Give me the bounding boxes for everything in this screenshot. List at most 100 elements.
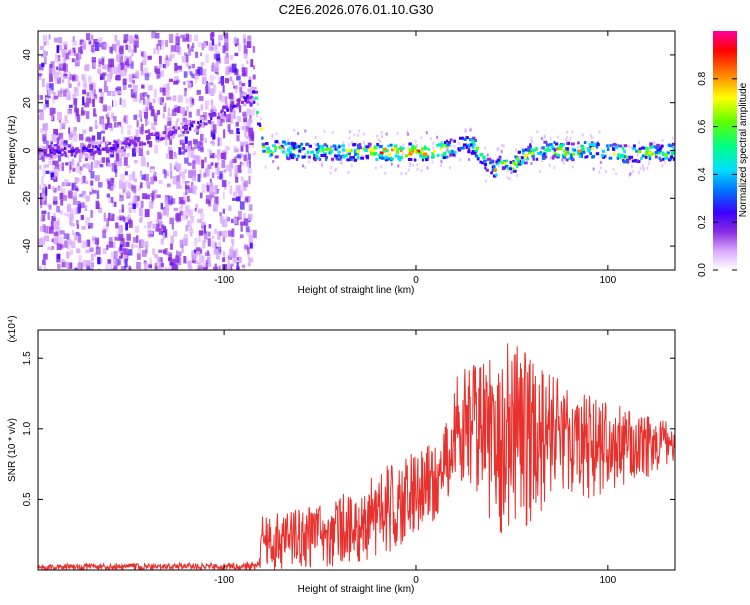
heatmap-cell xyxy=(431,160,434,164)
heatmap-cell xyxy=(649,143,652,147)
heatmap-cell xyxy=(500,163,503,167)
heatmap-cell xyxy=(185,54,189,63)
heatmap-cell xyxy=(155,33,160,39)
heatmap-cell xyxy=(329,149,334,153)
heatmap-cell xyxy=(330,166,333,170)
heatmap-cell xyxy=(463,137,467,141)
heatmap-cell xyxy=(240,162,246,166)
heatmap-cell xyxy=(89,126,93,132)
heatmap-cell xyxy=(119,180,124,189)
heatmap-cell xyxy=(66,108,69,113)
heatmap-cell xyxy=(191,120,196,124)
heatmap-cell xyxy=(292,153,296,157)
heatmap-cell xyxy=(67,109,72,115)
heatmap-cell xyxy=(128,139,133,143)
heatmap-cell xyxy=(47,247,52,251)
heatmap-cell xyxy=(504,161,507,165)
heatmap-cell xyxy=(128,220,133,228)
heatmap-cell xyxy=(293,128,296,132)
heatmap-cell xyxy=(471,140,475,144)
heatmap-cell xyxy=(202,255,205,263)
heatmap-cell xyxy=(158,153,162,162)
heatmap-cell xyxy=(107,64,112,73)
heatmap-cell xyxy=(541,159,544,163)
heatmap-cell xyxy=(110,197,114,203)
heatmap-cell xyxy=(65,120,70,124)
heatmap-cell xyxy=(473,151,477,155)
heatmap-cell xyxy=(54,71,59,80)
heatmap-cell xyxy=(352,155,355,159)
heatmap-cell xyxy=(218,40,221,47)
heatmap-cell xyxy=(131,94,136,99)
heatmap-cell xyxy=(200,52,203,57)
heatmap-cell xyxy=(510,171,513,174)
heatmap-cell xyxy=(354,152,359,156)
heatmap-cell xyxy=(117,159,122,167)
heatmap-cell xyxy=(536,151,541,155)
heatmap-cell xyxy=(230,103,235,107)
heatmap-cell xyxy=(436,143,439,147)
heatmap-cell xyxy=(159,213,162,219)
heatmap-cell xyxy=(182,130,186,134)
heatmap-cell xyxy=(261,136,264,140)
heatmap-cell xyxy=(57,218,61,227)
heatmap-cell xyxy=(64,54,67,61)
heatmap-cell xyxy=(215,74,220,82)
heatmap-cell xyxy=(230,109,233,113)
heatmap-cell xyxy=(324,147,329,151)
heatmap-cell xyxy=(136,235,139,243)
heatmap-cell xyxy=(485,168,489,172)
heatmap-cell xyxy=(381,156,385,160)
heatmap-cell xyxy=(409,162,412,165)
heatmap-cell xyxy=(148,260,154,265)
heatmap-cell xyxy=(60,72,63,79)
heatmap-cell xyxy=(446,143,451,147)
heatmap-cell xyxy=(122,82,127,91)
heatmap-cell xyxy=(662,157,665,161)
heatmap-cell xyxy=(425,131,428,135)
heatmap-cell xyxy=(98,88,103,93)
heatmap-cell xyxy=(47,225,51,234)
heatmap-cell xyxy=(202,68,207,77)
heatmap-cell xyxy=(458,148,462,152)
heatmap-cell xyxy=(246,108,251,115)
heatmap-cell xyxy=(195,203,199,209)
heatmap-cell xyxy=(242,103,247,107)
heatmap-cell xyxy=(211,121,215,125)
heatmap-cell xyxy=(471,149,476,153)
heatmap-cell xyxy=(133,136,137,140)
heatmap-cell xyxy=(443,151,447,155)
heatmap-cell xyxy=(200,213,205,221)
heatmap-cell xyxy=(334,154,339,158)
heatmap-cell xyxy=(227,258,230,265)
heatmap-cell xyxy=(153,171,157,179)
heatmap-cell xyxy=(286,148,291,152)
heatmap-cell xyxy=(255,114,258,118)
heatmap-cell xyxy=(115,222,119,229)
heatmap-cell xyxy=(73,98,78,106)
top-x-tick-label: 100 xyxy=(600,275,617,286)
heatmap-cell xyxy=(125,241,130,247)
heatmap-cell xyxy=(41,214,46,222)
heatmap-cell xyxy=(664,153,669,157)
heatmap-cell xyxy=(300,146,303,150)
heatmap-cell xyxy=(246,94,249,98)
heatmap-cell xyxy=(264,145,267,149)
heatmap-cell xyxy=(450,144,453,148)
heatmap-cell xyxy=(204,234,207,243)
heatmap-cell xyxy=(79,166,83,171)
heatmap-cell xyxy=(524,148,528,152)
heatmap-cell xyxy=(623,155,627,159)
heatmap-cell xyxy=(184,88,187,92)
heatmap-cell xyxy=(165,170,169,177)
heatmap-cell xyxy=(236,105,239,109)
heatmap-cell xyxy=(526,157,529,161)
heatmap-cell xyxy=(147,136,151,140)
heatmap-cell xyxy=(471,145,475,149)
heatmap-cell xyxy=(210,162,214,166)
heatmap-cell xyxy=(543,134,546,138)
heatmap-cell xyxy=(50,141,53,148)
heatmap-cell xyxy=(48,184,51,189)
heatmap-cell xyxy=(118,249,122,254)
heatmap-cell xyxy=(111,112,114,119)
